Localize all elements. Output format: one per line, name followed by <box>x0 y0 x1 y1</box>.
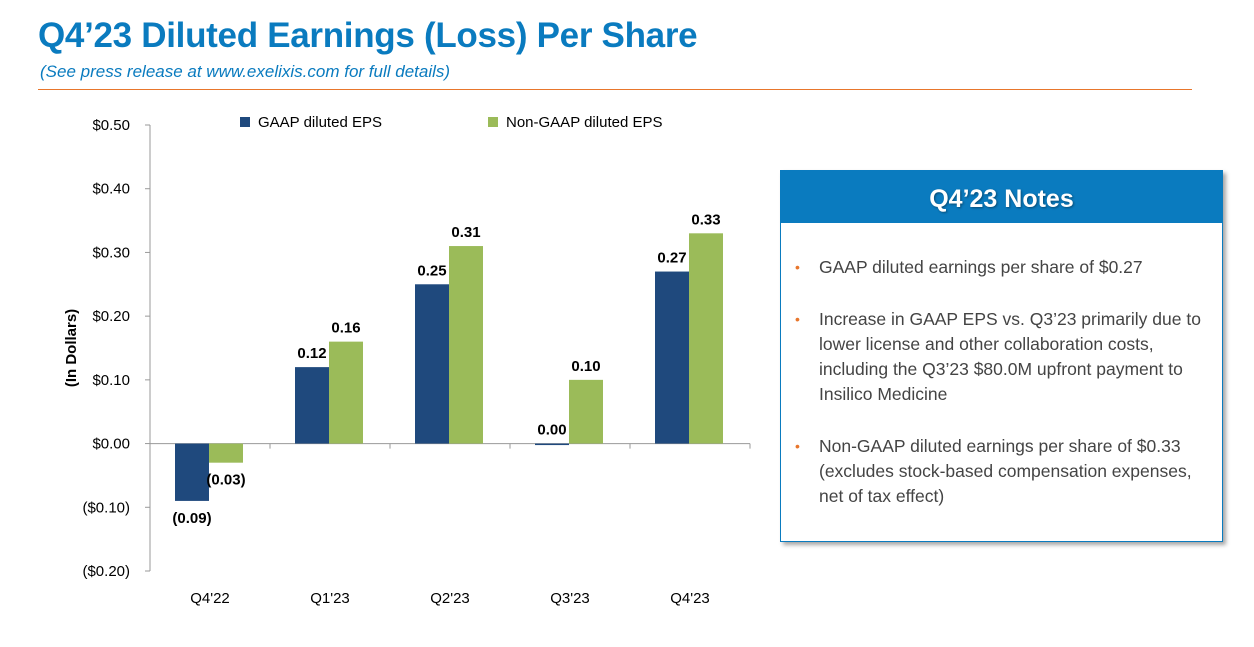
legend-swatch <box>240 117 250 127</box>
note-text: GAAP diluted earnings per share of $0.27 <box>819 257 1143 277</box>
divider <box>38 89 1192 90</box>
y-tick-label: ($0.20) <box>82 563 130 580</box>
bar-non-gaap <box>449 246 483 444</box>
note-text: Increase in GAAP EPS vs. Q3’23 primarily… <box>819 309 1201 404</box>
bar-non-gaap <box>329 341 363 444</box>
note-item: • GAAP diluted earnings per share of $0.2… <box>795 255 1202 280</box>
bullet-icon: • <box>795 438 800 454</box>
bar-gaap <box>655 271 689 444</box>
y-axis-label: (In Dollars) <box>63 309 80 387</box>
x-tick-label: Q4'22 <box>190 590 230 607</box>
eps-bar-chart: $0.50 $0.40 $0.30 $0.20 $0.10 $0.00 ($0.10) ($0… <box>63 114 751 607</box>
notes-panel: Q4’23 Notes • GAAP diluted earnings per s… <box>780 170 1223 542</box>
bar-gaap <box>415 284 449 444</box>
data-label: 0.33 <box>691 211 720 228</box>
legend-label: Non-GAAP diluted EPS <box>506 114 662 131</box>
bar-non-gaap <box>569 379 603 444</box>
y-tick-label: $0.40 <box>92 181 130 198</box>
data-label: 0.25 <box>417 262 446 279</box>
legend-label: GAAP diluted EPS <box>258 114 382 131</box>
note-item: • Non-GAAP diluted earnings per share of … <box>795 434 1202 509</box>
data-label: 0.10 <box>571 358 600 375</box>
bar-gaap <box>535 443 569 446</box>
notes-list: • GAAP diluted earnings per share of $0.2… <box>781 223 1222 509</box>
x-tick-label: Q1'23 <box>310 590 350 607</box>
y-tick-label: ($0.10) <box>82 499 130 516</box>
x-tick-label: Q2'23 <box>430 590 470 607</box>
bullet-icon: • <box>795 311 800 327</box>
data-label: 0.16 <box>331 320 360 337</box>
data-label: 0.12 <box>297 345 326 362</box>
data-label: 0.27 <box>657 250 686 267</box>
note-text: Non-GAAP diluted earnings per share of $… <box>819 436 1192 506</box>
x-tick-label: Q4'23 <box>670 590 710 607</box>
bar-non-gaap <box>209 443 243 463</box>
y-tick-label: $0.30 <box>92 244 130 261</box>
note-item: • Increase in GAAP EPS vs. Q3’23 primaril… <box>795 307 1202 407</box>
notes-title: Q4’23 Notes <box>781 171 1222 223</box>
y-tick-label: $0.20 <box>92 308 130 325</box>
page-title: Q4’23 Diluted Earnings (Loss) Per Share <box>38 16 698 55</box>
bar-gaap <box>295 367 329 444</box>
data-label: 0.31 <box>451 224 480 241</box>
data-label: 0.00 <box>537 422 566 439</box>
data-label: (0.09) <box>172 510 211 527</box>
y-tick-label: $0.50 <box>92 117 130 134</box>
x-tick-label: Q3'23 <box>550 590 590 607</box>
bar-non-gaap <box>689 233 723 444</box>
y-tick-label: $0.10 <box>92 372 130 389</box>
y-tick-label: $0.00 <box>92 436 130 453</box>
bullet-icon: • <box>795 259 800 275</box>
data-label: (0.03) <box>206 472 245 489</box>
page-subtitle: (See press release at www.exelixis.com f… <box>40 62 451 81</box>
legend-swatch <box>488 117 498 127</box>
bar-gaap <box>175 443 209 501</box>
